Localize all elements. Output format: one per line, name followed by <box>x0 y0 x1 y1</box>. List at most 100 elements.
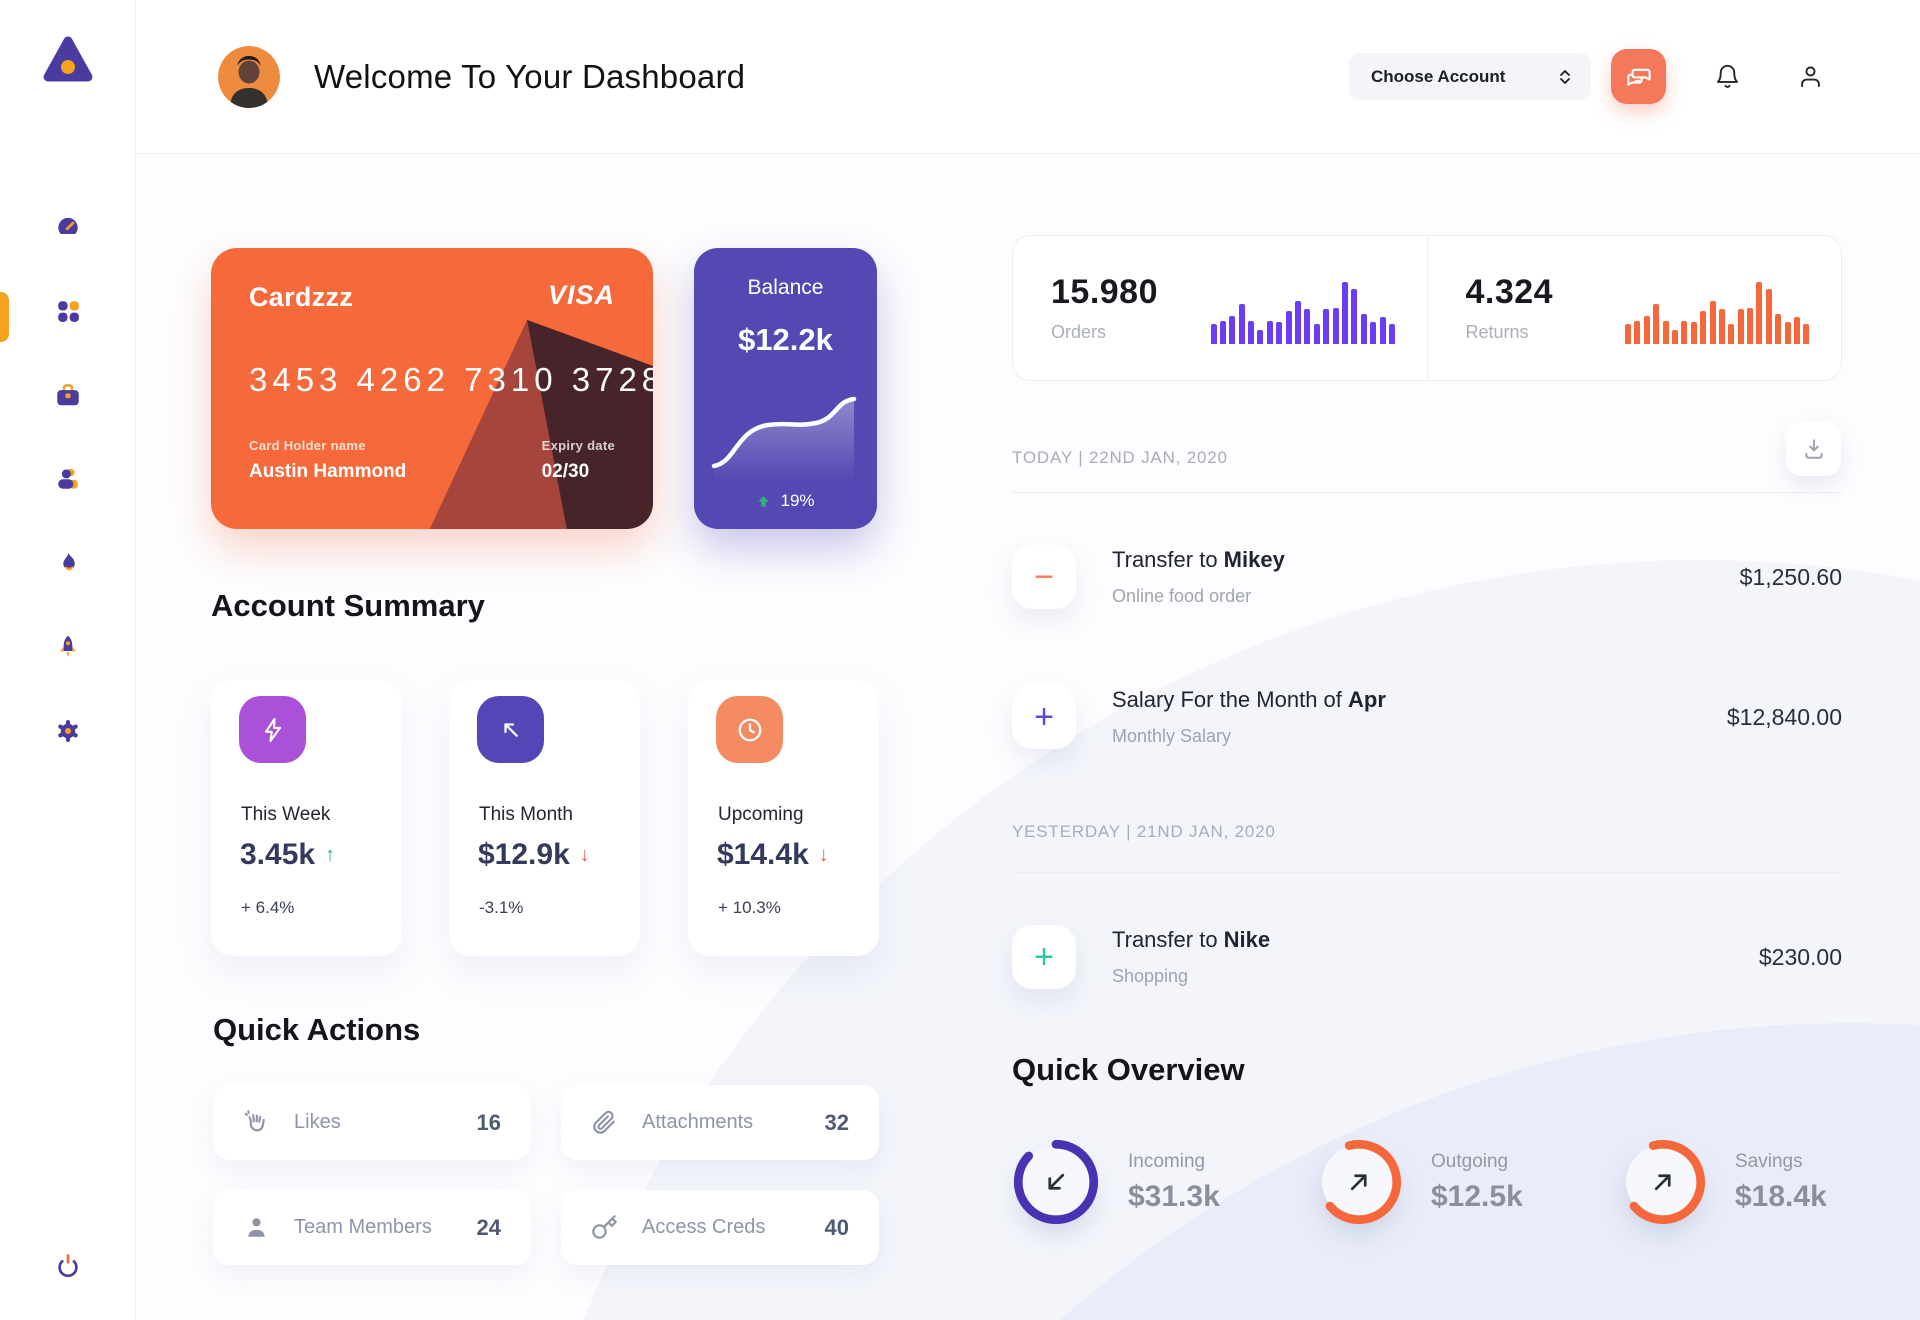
transaction-row[interactable]: + Transfer to Nike Shopping $230.00 <box>1012 925 1842 989</box>
summary-change: -3.1% <box>479 898 524 917</box>
sidebar-nav <box>54 213 82 745</box>
summary-card-upcoming[interactable]: Upcoming $14.4k ↓ + 10.3% <box>688 680 879 956</box>
transaction-amount: $12,840.00 <box>1726 703 1842 730</box>
clock-icon-badge <box>716 696 783 763</box>
summary-value: 3.45k <box>240 838 316 871</box>
divider <box>1012 872 1842 873</box>
savings-progress-ring <box>1617 1136 1709 1228</box>
notifications-button[interactable] <box>1714 63 1741 90</box>
quick-action-label: Likes <box>294 1111 341 1133</box>
balance-card[interactable]: Balance $12.2k 19% <box>694 248 877 529</box>
card-number: 3453 4262 7310 3728 <box>249 361 653 398</box>
card-holder-name: Austin Hammond <box>249 461 407 482</box>
credit-card[interactable]: Cardzzz VISA 3453 4262 7310 3728 Card Ho… <box>211 248 653 529</box>
download-icon <box>1804 438 1823 459</box>
quick-action-label: Attachments <box>642 1111 754 1133</box>
transaction-row[interactable]: + Salary For the Month of Apr Monthly Sa… <box>1012 685 1842 749</box>
summary-label: Upcoming <box>718 804 804 825</box>
minus-icon: − <box>1012 545 1076 609</box>
sidebar-item-portfolio[interactable] <box>54 381 82 409</box>
summary-change: + 10.3% <box>718 898 781 917</box>
transaction-amount: $230.00 <box>1758 943 1842 970</box>
balance-value: $12.2k <box>738 322 833 357</box>
transaction-subtitle: Shopping <box>1112 966 1189 986</box>
app-logo[interactable] <box>41 34 95 88</box>
summary-value: $14.4k <box>717 838 809 871</box>
sidebar-item-launch[interactable] <box>54 633 82 661</box>
quick-overview-title: Quick Overview <box>1012 1052 1245 1087</box>
overview-outgoing: Outgoing $12.5k <box>1313 1136 1523 1228</box>
transaction-sign: + <box>1034 697 1054 736</box>
quick-action-count: 24 <box>476 1214 501 1240</box>
summary-label: This Week <box>241 804 331 825</box>
overview-savings: Savings $18.4k <box>1617 1136 1827 1228</box>
quick-action-count: 16 <box>476 1109 501 1135</box>
sidebar-item-apps[interactable] <box>54 297 82 325</box>
incoming-progress-ring <box>1010 1136 1102 1228</box>
summary-card-this-month[interactable]: This Month $12.9k ↓ -3.1% <box>449 680 640 956</box>
sidebar-item-activity[interactable] <box>54 549 82 577</box>
briefcase-icon <box>56 384 79 406</box>
transaction-title: Transfer to Nike <box>1112 927 1271 952</box>
trend-arrow-icon <box>503 722 518 737</box>
balance-change: 19% <box>780 491 815 510</box>
visa-logo: VISA <box>547 280 615 310</box>
trend-down-arrow: ↓ <box>818 843 829 866</box>
overview-value: $12.5k <box>1431 1179 1523 1213</box>
quick-action-team-members[interactable]: Team Members 24 <box>213 1190 531 1265</box>
trend-up-arrow: ↑ <box>325 843 336 866</box>
profile-button[interactable] <box>1797 63 1824 90</box>
transaction-title: Salary For the Month of Apr <box>1112 687 1386 712</box>
quick-action-attachments[interactable]: Attachments 32 <box>561 1085 879 1160</box>
divider <box>1012 492 1842 493</box>
power-icon <box>57 1254 78 1278</box>
sidebar-item-dashboard[interactable] <box>54 213 82 241</box>
transaction-row[interactable]: − Transfer to Mikey Online food order $1… <box>1012 545 1842 609</box>
team-icon <box>57 468 78 489</box>
returns-stat: 4.324 Returns <box>1428 236 1842 380</box>
summary-card-this-week[interactable]: This Week 3.45k ↑ + 6.4% <box>211 680 402 956</box>
triangle-logo-icon <box>43 36 92 82</box>
arrow-down-left-icon <box>1048 1173 1065 1190</box>
balance-line-chart <box>711 396 857 480</box>
card-expiry-value: 02/30 <box>541 461 590 482</box>
sidebar-item-settings[interactable] <box>54 717 82 745</box>
summary-label: This Month <box>479 804 573 825</box>
overview-label: Outgoing <box>1431 1150 1509 1172</box>
overview-label: Savings <box>1735 1150 1803 1172</box>
trend-arrow-icon-badge <box>477 696 544 763</box>
quick-action-likes[interactable]: Likes 16 <box>213 1085 531 1160</box>
overview-incoming: Incoming $31.3k <box>1010 1136 1220 1228</box>
header: Welcome To Your Dashboard Choose Account <box>135 0 1920 154</box>
account-select-label: Choose Account <box>1371 66 1506 86</box>
orders-value: 15.980 <box>1051 273 1158 311</box>
avatar[interactable] <box>218 45 280 108</box>
gear-icon <box>57 720 78 742</box>
date-header-yesterday: YESTERDAY | 21ND JAN, 2020 <box>1012 822 1276 841</box>
clap-icon <box>244 1110 265 1132</box>
arrow-up-icon <box>758 495 770 507</box>
logout-button[interactable] <box>54 1252 82 1280</box>
quick-action-count: 40 <box>824 1214 849 1240</box>
quick-actions-title: Quick Actions <box>213 1012 421 1047</box>
paperclip-icon <box>593 1110 615 1134</box>
sidebar-active-indicator <box>0 292 9 342</box>
lightning-icon <box>264 717 281 742</box>
download-button[interactable] <box>1786 421 1841 476</box>
avatar-image <box>218 45 280 108</box>
quick-action-access-creds[interactable]: Access Creds 40 <box>561 1190 879 1265</box>
speedometer-icon <box>57 217 78 234</box>
balance-label: Balance <box>747 276 824 299</box>
returns-label: Returns <box>1465 322 1529 342</box>
chat-button[interactable] <box>1611 49 1666 104</box>
lightning-icon-badge <box>239 696 306 763</box>
arrow-up-right-icon <box>1350 1174 1367 1191</box>
card-holder-label: Card Holder name <box>249 438 366 453</box>
overview-value: $18.4k <box>1735 1179 1827 1213</box>
sidebar-item-team[interactable] <box>54 465 82 493</box>
chevrons-updown-icon <box>1560 69 1570 84</box>
quick-action-label: Team Members <box>294 1216 432 1238</box>
account-select[interactable]: Choose Account <box>1349 53 1591 100</box>
date-header-today: TODAY | 22ND JAN, 2020 <box>1012 448 1228 467</box>
